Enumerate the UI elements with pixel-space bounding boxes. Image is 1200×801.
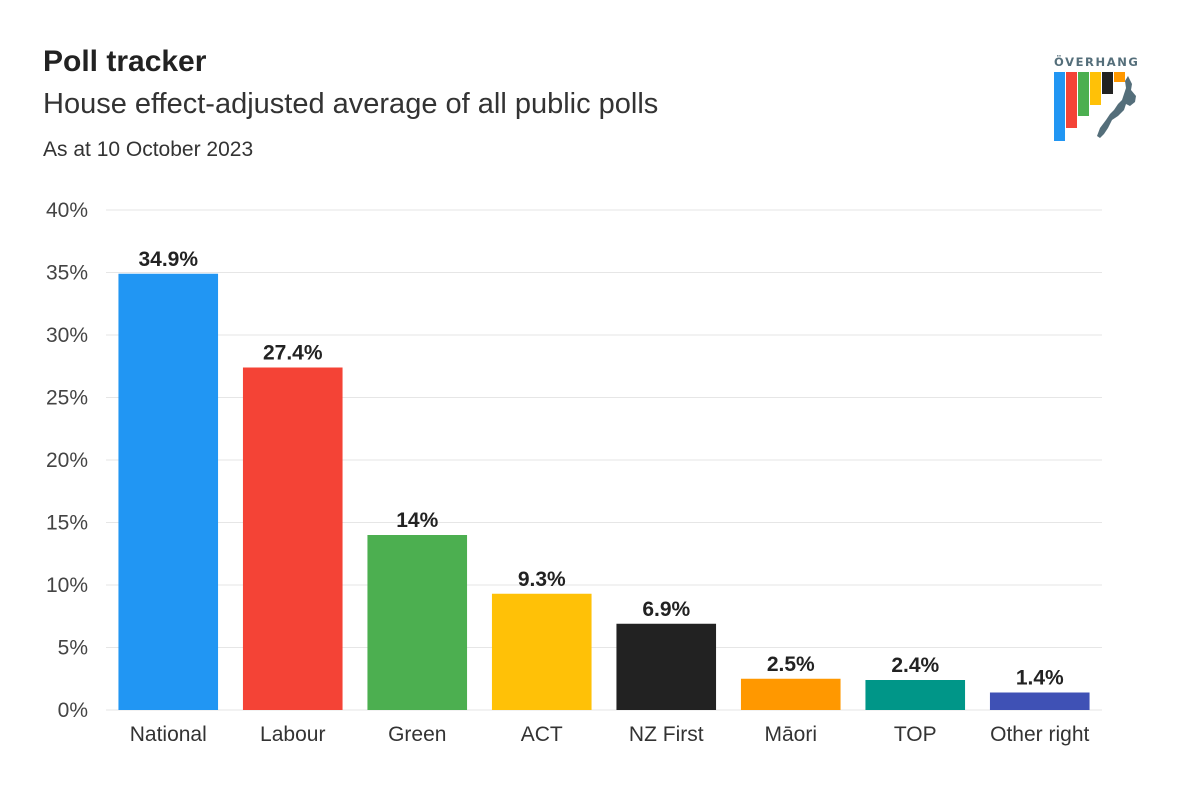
logo-bar-orange (1114, 72, 1125, 82)
x-tick-label: Green (388, 723, 446, 746)
bar-top (865, 680, 966, 710)
bar-nz-first (616, 623, 717, 710)
logo-text: ÖVERHANG (1054, 54, 1139, 69)
logo-bar-blue (1054, 72, 1065, 141)
value-label: 1.4% (1016, 667, 1064, 690)
y-axis-tick-labels: 0% 5% 10% 15% 20% 25% 30% 35% 40% (46, 199, 88, 722)
y-tick-label: 5% (58, 637, 88, 660)
x-tick-label: TOP (894, 723, 937, 746)
chart-title: Poll tracker (43, 45, 207, 78)
y-tick-label: 20% (46, 449, 88, 472)
logo-bar-red (1066, 72, 1077, 128)
x-tick-label: National (130, 723, 207, 746)
bars (118, 273, 1090, 710)
bar-green (367, 535, 468, 710)
y-tick-label: 10% (46, 574, 88, 597)
x-tick-label: NZ First (629, 723, 704, 746)
bar-act (491, 593, 592, 710)
nz-map-icon (1097, 76, 1136, 138)
y-tick-label: 40% (46, 199, 88, 222)
y-tick-label: 30% (46, 324, 88, 347)
value-label: 14% (396, 509, 438, 532)
value-label: 6.9% (642, 598, 690, 621)
logo-bar-green (1078, 72, 1089, 116)
bar-labour (242, 367, 343, 710)
overhang-logo-icon: ÖVERHANG (1054, 54, 1139, 141)
x-axis-tick-labels: National Labour Green ACT NZ First Māori TOP Ot… (130, 723, 1090, 746)
y-tick-label: 35% (46, 262, 88, 285)
value-label: 34.9% (138, 248, 198, 271)
y-tick-label: 0% (58, 699, 88, 722)
y-tick-label: 15% (46, 512, 88, 535)
bar-m-ori (740, 678, 841, 710)
chart-subtitle: House effect-adjusted average of all pub… (43, 88, 659, 120)
bar-other-right (989, 692, 1090, 710)
logo-bar-black (1102, 72, 1113, 94)
y-tick-label: 25% (46, 387, 88, 410)
x-tick-label: ACT (521, 723, 563, 746)
x-tick-label: Other right (990, 723, 1089, 746)
x-tick-label: Māori (764, 723, 817, 746)
value-label: 27.4% (263, 342, 323, 365)
value-labels: 34.9% 27.4% 14% 9.3% 6.9% 2.5% 2.4% 1.4% (138, 248, 1064, 690)
value-label: 2.4% (891, 654, 939, 677)
bar-national (118, 273, 219, 710)
value-label: 2.5% (767, 653, 815, 676)
value-label: 9.3% (518, 568, 566, 591)
date-note: As at 10 October 2023 (43, 138, 254, 161)
x-tick-label: Labour (260, 723, 325, 746)
logo-bar-yellow (1090, 72, 1101, 105)
